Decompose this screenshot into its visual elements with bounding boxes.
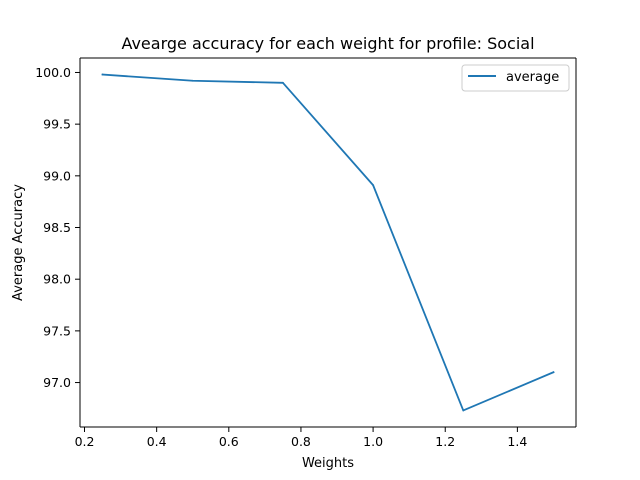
y-tick-label: 99.5	[43, 117, 71, 132]
x-tick-label: 1.4	[507, 434, 527, 449]
legend-box	[461, 64, 570, 92]
series-layer	[101, 73, 555, 412]
plot-area	[80, 58, 576, 427]
chart-title: Avearge accuracy for each weight for pro…	[121, 34, 534, 53]
x-tick-label: 1.2	[435, 434, 455, 449]
x-tick-label: 1.0	[363, 434, 383, 449]
x-tick-label: 0.8	[291, 434, 311, 449]
data-point	[101, 73, 104, 76]
y-tick-label: 100.0	[35, 65, 71, 80]
series-line-average	[101, 73, 555, 412]
legend-label-average: average	[506, 70, 559, 85]
x-axis-ticks: 0.2 0.4 0.6 0.8 1.0 1.2 1.4	[75, 427, 527, 449]
y-tick-label: 97.0	[43, 375, 71, 390]
x-tick-label: 0.6	[219, 434, 239, 449]
y-axis-ticks: 97.0 97.5 98.0 98.5 99.0 99.5 100.0	[35, 65, 80, 390]
legend: average	[461, 64, 570, 92]
data-point	[462, 409, 465, 412]
y-axis-label: Average Accuracy	[11, 184, 26, 301]
y-tick-label: 99.0	[43, 168, 71, 183]
axes-frame	[79, 57, 577, 428]
x-tick-label: 0.4	[147, 434, 167, 449]
data-point	[372, 184, 374, 187]
data-point	[552, 371, 555, 374]
data-point	[282, 81, 284, 84]
data-point	[191, 79, 194, 82]
y-tick-label: 97.5	[43, 323, 71, 338]
x-axis-label: Weights	[302, 456, 354, 471]
x-tick-label: 0.2	[75, 434, 95, 449]
y-tick-label: 98.0	[43, 272, 71, 287]
y-tick-label: 98.5	[43, 220, 71, 235]
